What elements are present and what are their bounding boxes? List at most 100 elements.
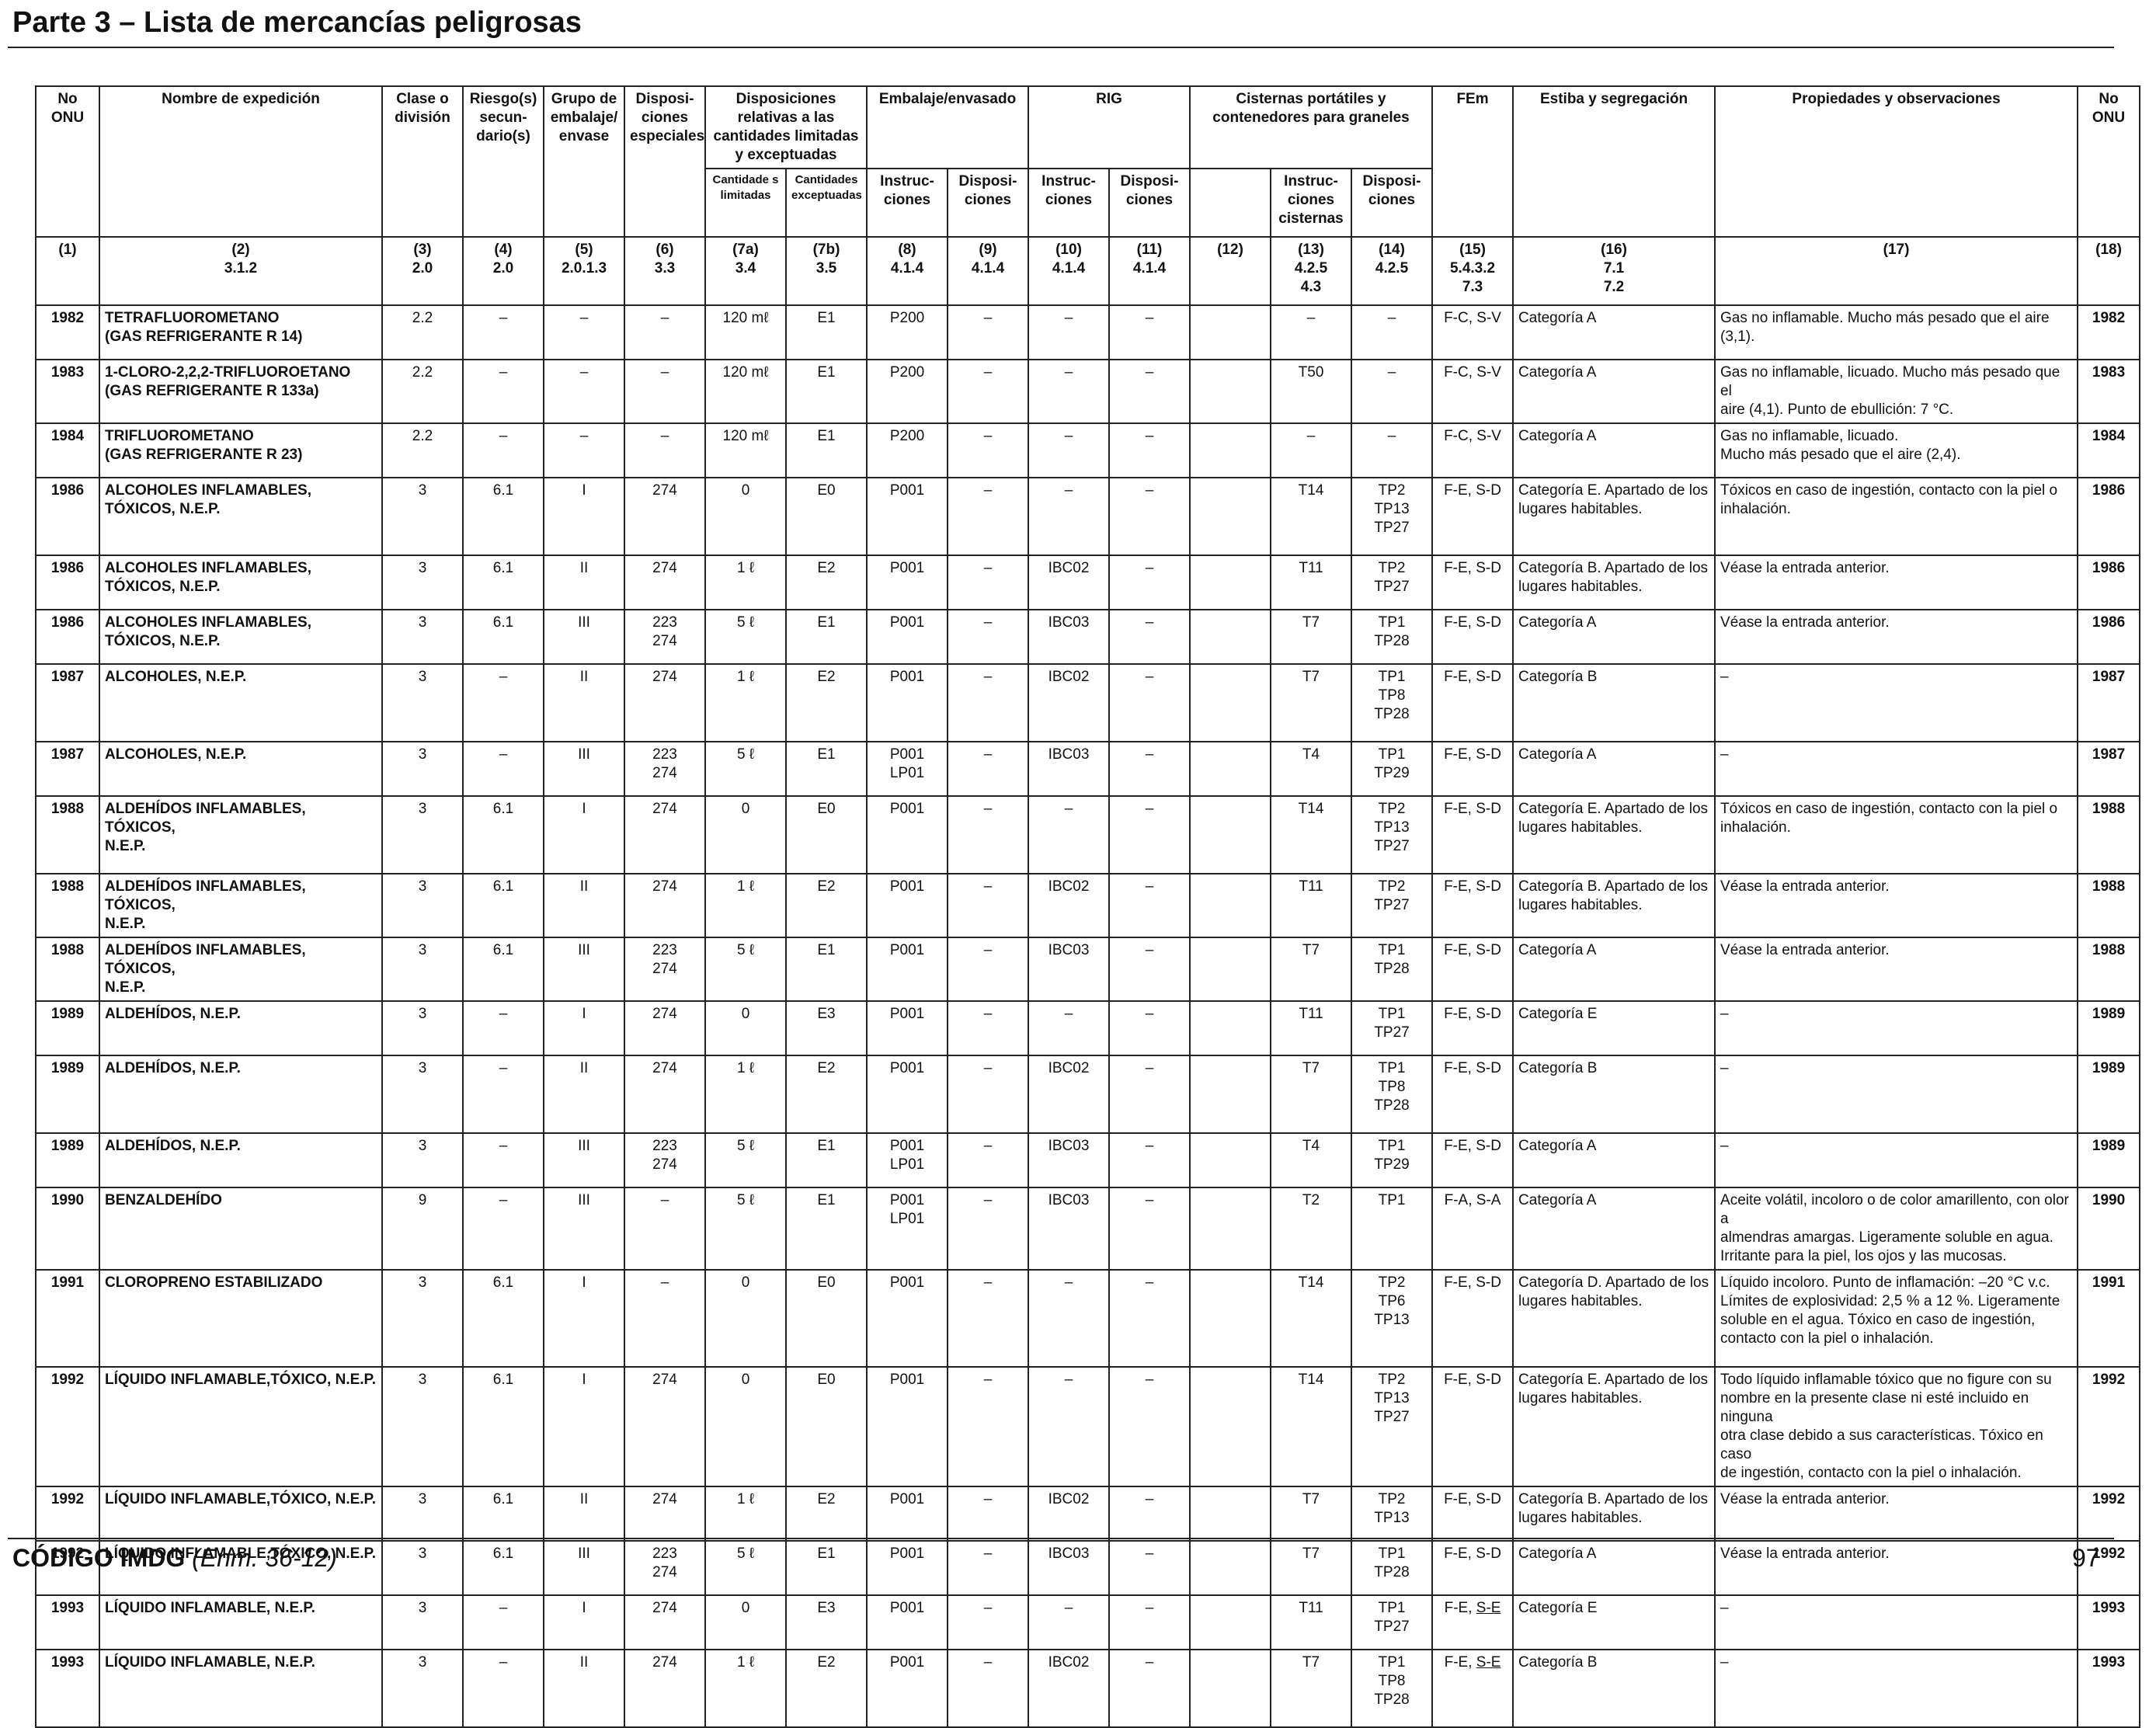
shipping-name: ALCOHOLES, N.E.P. xyxy=(99,741,383,797)
properties-cell: – xyxy=(1714,1132,2079,1188)
packing-instruction: LP01 xyxy=(889,1156,925,1173)
packing-provision-cell: – xyxy=(947,1187,1030,1271)
shipping-name-line: TRIFLUOROMETANO xyxy=(105,428,254,444)
tank-instruction-cell: T11 xyxy=(1270,555,1353,610)
packing-instruction-cell: P001 LP01 xyxy=(866,1132,949,1188)
column-number-cell: (12) xyxy=(1189,236,1272,306)
ems-cell: F-E, S-D xyxy=(1431,873,1514,938)
limited-quantity-cell: 5 ℓ xyxy=(704,937,787,1002)
un-number-right: 1987 xyxy=(2077,663,2141,742)
class-cell: 2.2 xyxy=(381,359,464,424)
excepted-quantity-cell: E2 xyxy=(784,1649,868,1728)
class-cell: 3 xyxy=(381,1000,464,1056)
packing-group-cell: II xyxy=(543,663,625,742)
packing-provision-cell: – xyxy=(947,741,1030,797)
tank-provision: – xyxy=(1387,428,1396,444)
packing-instruction: P200 xyxy=(889,310,925,326)
table-row: 1986 ALCOHOLES INFLAMABLES, TÓXICOS, N.E.P… xyxy=(35,609,2141,665)
col12-cell xyxy=(1189,359,1272,424)
shipping-name-line: ALCOHOLES, N.E.P. xyxy=(105,746,247,763)
column-number-line: 4.2.5 xyxy=(1375,260,1409,276)
packing-provision-cell: – xyxy=(947,555,1030,610)
un-number-right: 1993 xyxy=(2077,1594,2141,1650)
packing-instruction: P200 xyxy=(889,428,925,444)
excepted-quantity-cell: E1 xyxy=(784,304,868,360)
stowage-line: Categoría B. Apartado de los xyxy=(1518,560,1709,576)
subrisk-cell: 6.1 xyxy=(462,1486,544,1542)
column-number-cell: (4) 2.0 xyxy=(462,236,544,306)
un-number-right: 1988 xyxy=(2077,937,2141,1002)
tank-provision-cell: TP1 TP8 TP28 xyxy=(1351,1055,1434,1134)
un-number: 1986 xyxy=(35,477,100,556)
table-row: 1990 BENZALDEHÍDO 9– III –5 ℓ E1 P001 LP01– IBC0… xyxy=(35,1187,2141,1271)
ibc-provision-cell: – xyxy=(1108,663,1191,742)
un-number: 1984 xyxy=(35,422,100,478)
special-provision: – xyxy=(660,364,669,381)
stowage-cell: Categoría B. Apartado de los lugares habi… xyxy=(1512,555,1716,610)
shipping-name: ALDEHÍDOS INFLAMABLES, TÓXICOS, N.E.P. xyxy=(99,937,383,1002)
header-ems: FEm xyxy=(1431,85,1514,238)
limited-quantity-cell: 1 ℓ xyxy=(704,663,787,742)
properties-line: Véase la entrada anterior. xyxy=(1720,560,1890,576)
un-number-right: 1989 xyxy=(2077,1055,2141,1134)
special-provision: – xyxy=(660,310,669,326)
un-number: 1986 xyxy=(35,555,100,610)
properties-cell: Véase la entrada anterior. xyxy=(1714,609,2079,665)
properties-line: Véase la entrada anterior. xyxy=(1720,614,1890,631)
limited-quantity-cell: 0 xyxy=(704,1269,787,1368)
tank-provision: TP2 xyxy=(1378,801,1406,817)
excepted-quantity-cell: E1 xyxy=(784,609,868,665)
class-cell: 3 xyxy=(381,937,464,1002)
tank-instruction-cell: T7 xyxy=(1270,609,1353,665)
tank-provision: TP2 xyxy=(1378,1274,1406,1291)
tank-provision: TP1 xyxy=(1378,669,1406,685)
un-number-right: 1988 xyxy=(2077,795,2141,874)
column-number-line: 3.3 xyxy=(654,260,676,276)
subrisk-cell: – xyxy=(462,663,544,742)
properties-line: Véase la entrada anterior. xyxy=(1720,1545,1890,1562)
limited-quantity-cell: 0 xyxy=(704,1594,787,1650)
header-ibc: RIG xyxy=(1028,85,1191,169)
shipping-name: CLOROPRENO ESTABILIZADO xyxy=(99,1269,383,1368)
ibc-instruction-cell: – xyxy=(1028,359,1111,424)
column-number-line: (9) xyxy=(979,242,997,258)
un-number-right: 1990 xyxy=(2077,1187,2141,1271)
packing-instruction: P001 xyxy=(889,746,925,763)
ems-cell: F-E, S-D xyxy=(1431,1269,1514,1368)
special-provision: 223 xyxy=(652,614,677,631)
un-number-right: 1982 xyxy=(2077,304,2141,360)
properties-cell: Véase la entrada anterior. xyxy=(1714,1486,2079,1542)
shipping-name: LÍQUIDO INFLAMABLE, N.E.P. xyxy=(99,1649,383,1728)
excepted-quantity-cell: E1 xyxy=(784,422,868,478)
tank-provision: TP6 xyxy=(1378,1293,1406,1309)
ibc-instruction-cell: – xyxy=(1028,422,1111,478)
shipping-name: ALCOHOLES INFLAMABLES, TÓXICOS, N.E.P. xyxy=(99,555,383,610)
shipping-name-line: (GAS REFRIGERANTE R 133a) xyxy=(105,383,319,399)
tank-provision-cell: TP2 TP13 xyxy=(1351,1486,1434,1542)
stowage-cell: Categoría A xyxy=(1512,422,1716,478)
properties-line: otra clase debido a sus características.… xyxy=(1720,1427,2043,1462)
tank-instruction-cell: – xyxy=(1270,304,1353,360)
tank-provision: TP1 xyxy=(1378,1138,1406,1154)
special-provision: 223 xyxy=(652,942,677,958)
table-row: 1992 LÍQUIDO INFLAMABLE,TÓXICO, N.E.P. 3 6.… xyxy=(35,1366,2141,1487)
header-tank-provisions: Disposi-ciones xyxy=(1351,168,1434,238)
column-number-cell: (11) 4.1.4 xyxy=(1108,236,1191,306)
packing-group-cell: II xyxy=(543,555,625,610)
tank-provision: TP8 xyxy=(1378,1673,1406,1689)
un-number: 1982 xyxy=(35,304,100,360)
un-number: 1988 xyxy=(35,795,100,874)
subrisk-cell: – xyxy=(462,1132,544,1188)
un-number: 1992 xyxy=(35,1366,100,1487)
properties-line: Véase la entrada anterior. xyxy=(1720,878,1890,895)
shipping-name: ALCOHOLES INFLAMABLES, TÓXICOS, N.E.P. xyxy=(99,477,383,556)
excepted-quantity-cell: E3 xyxy=(784,1594,868,1650)
packing-group-cell: III xyxy=(543,937,625,1002)
packing-instruction-cell: P001 LP01 xyxy=(866,741,949,797)
ems-cell: F-E, S-D xyxy=(1431,795,1514,874)
limited-quantity-cell: 0 xyxy=(704,795,787,874)
tank-provision: TP27 xyxy=(1374,1024,1410,1041)
properties-line: almendras amargas. Ligeramente soluble e… xyxy=(1720,1229,2053,1246)
column-number-line: (5) xyxy=(575,242,593,258)
packing-group-cell: – xyxy=(543,304,625,360)
